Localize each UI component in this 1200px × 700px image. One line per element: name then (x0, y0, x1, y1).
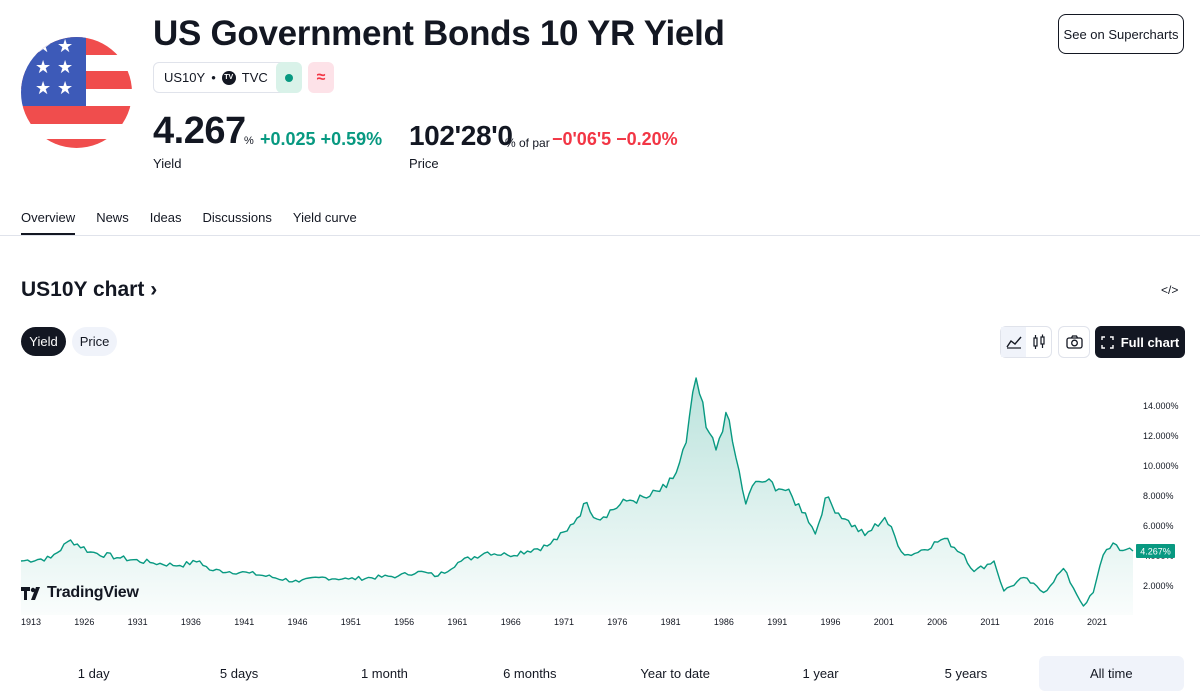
range-1-day[interactable]: 1 day (77, 666, 110, 681)
page-tabs: Overview News Ideas Discussions Yield cu… (21, 200, 378, 235)
delayed-data-badge[interactable]: ≈ (308, 62, 334, 93)
y-tick-label: 14.000% (1143, 401, 1179, 411)
yield-toggle-button[interactable]: Yield (21, 327, 66, 356)
price-label: Price (409, 156, 439, 171)
yield-area-fill (21, 378, 1133, 615)
x-tick-label: 1926 (74, 617, 94, 627)
yield-label: Yield (153, 156, 182, 171)
tab-ideas[interactable]: Ideas (149, 210, 182, 225)
x-tick-label: 2021 (1087, 617, 1107, 627)
chart-title-text: US10Y chart (21, 278, 145, 301)
range-5-days[interactable]: 5 days (219, 666, 259, 681)
us-flag-logo: ★ ★ ★ ★ ★ ★ (21, 36, 132, 148)
x-tick-label: 1951 (341, 617, 361, 627)
chart-section-title[interactable]: US10Y chart › (21, 278, 157, 302)
snapshot-camera-icon[interactable] (1058, 326, 1090, 358)
last-value-badge (1136, 543, 1175, 558)
x-tick-label: 1941 (234, 617, 254, 627)
x-tick-label: 1991 (767, 617, 787, 627)
chart-style-toggle (1000, 326, 1052, 358)
symbol-selector[interactable]: US10Y • TV TVC ⌄ (153, 62, 296, 93)
x-tick-label: 1996 (821, 617, 841, 627)
svg-text:★: ★ (35, 78, 51, 99)
exchange-name: TVC (241, 70, 268, 85)
full-chart-button[interactable]: Full chart (1095, 326, 1185, 358)
candles-chart-icon[interactable] (1026, 327, 1051, 357)
svg-text:★: ★ (57, 78, 73, 99)
tradingview-logo-icon (21, 586, 40, 600)
x-tick-label: 2016 (1034, 617, 1054, 627)
tradingview-brand: TradingView (47, 584, 139, 601)
tab-discussions[interactable]: Discussions (202, 210, 272, 225)
x-tick-label: 1966 (501, 617, 521, 627)
full-chart-label: Full chart (1120, 334, 1180, 350)
tab-news[interactable]: News (96, 210, 129, 225)
x-tick-label: 2006 (927, 617, 947, 627)
y-tick-label: 10.000% (1143, 461, 1179, 471)
symbol-ticker: US10Y (164, 70, 206, 85)
svg-text:★: ★ (35, 57, 51, 78)
tradingview-logo: TradingView (21, 584, 139, 602)
yield-value: 4.267 (153, 110, 246, 152)
tab-yield-curve[interactable]: Yield curve (292, 210, 357, 225)
range-all-time[interactable]: All time (1038, 656, 1184, 691)
x-tick-label: 1976 (607, 617, 627, 627)
svg-text:★: ★ (35, 36, 51, 57)
price-unit: % of par (505, 136, 550, 150)
area-chart-icon[interactable] (1001, 327, 1026, 357)
time-range-selector: 1 day 5 days 1 month 6 months Year to da… (21, 656, 1184, 691)
market-open-badge[interactable] (276, 62, 302, 93)
yield-unit: % (244, 135, 254, 147)
tab-overview[interactable]: Overview (21, 200, 76, 235)
x-tick-label: 2011 (980, 617, 999, 627)
embed-code-icon[interactable]: </> (1161, 283, 1179, 297)
x-tick-label: 1931 (128, 617, 148, 627)
y-tick-label: 12.000% (1143, 431, 1179, 441)
last-value-label: 4.267% (1140, 546, 1171, 556)
see-on-supercharts-button[interactable]: See on Supercharts (1058, 14, 1184, 54)
x-tick-label: 2001 (874, 617, 894, 627)
chevron-right-icon: › (150, 278, 158, 301)
svg-text:★: ★ (57, 57, 73, 78)
yield-series-line (20, 377, 1134, 607)
x-tick-label: 1971 (554, 617, 574, 627)
x-tick-label: 1956 (394, 617, 414, 627)
x-tick-label: 1981 (661, 617, 681, 627)
svg-text:★: ★ (57, 36, 73, 57)
yield-change: +0.025 +0.59% (260, 129, 383, 149)
price-value: 102'28'0 (409, 120, 513, 151)
yield-area-chart[interactable]: 2.000%4.000%6.000%8.000%10.000%12.000%14… (0, 370, 1200, 640)
price-toggle-button[interactable]: Price (72, 327, 117, 356)
x-tick-label: 1986 (714, 617, 734, 627)
range-6-months[interactable]: 6 months (503, 666, 557, 681)
tabs-divider (0, 235, 1200, 236)
y-tick-label: 8.000% (1143, 491, 1174, 501)
price-change: −0'06'5 −0.20% (552, 129, 678, 149)
x-tick-label: 1946 (288, 617, 308, 627)
separator-dot: • (211, 70, 216, 85)
page-title: US Government Bonds 10 YR Yield (153, 14, 725, 53)
range-1-month[interactable]: 1 month (360, 666, 408, 681)
range-1-year[interactable]: 1 year (802, 666, 839, 681)
y-tick-label: 6.000% (1143, 521, 1174, 531)
fullscreen-icon (1101, 335, 1114, 349)
y-tick-label: 2.000% (1143, 581, 1174, 591)
x-tick-label: 1961 (447, 617, 467, 627)
tradingview-icon: TV (221, 70, 236, 85)
x-tick-label: 1913 (21, 617, 41, 627)
status-dot-icon (285, 73, 293, 82)
range-year-to-date[interactable]: Year to date (640, 666, 710, 681)
x-tick-label: 1936 (181, 617, 201, 627)
range-5-years[interactable]: 5 years (944, 666, 988, 681)
